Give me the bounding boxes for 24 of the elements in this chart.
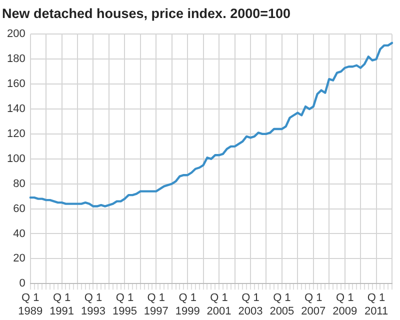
x-tick-label: Q 1 1997 bbox=[144, 292, 168, 318]
y-tick-label: 200 bbox=[6, 28, 26, 40]
chart-title: New detached houses, price index. 2000=100 bbox=[2, 6, 291, 21]
y-tick-label: 20 bbox=[13, 252, 26, 265]
y-tick-label: 40 bbox=[13, 228, 26, 240]
x-tick-label: Q 1 2005 bbox=[270, 292, 294, 318]
y-tick-label: 60 bbox=[13, 202, 26, 215]
y-tick-label: 80 bbox=[13, 178, 26, 190]
x-tick-label: Q 1 2011 bbox=[364, 292, 388, 318]
x-tick-label: Q 1 1989 bbox=[18, 292, 43, 318]
x-tick-label: Q 1 1995 bbox=[112, 292, 137, 318]
y-tick-label: 180 bbox=[6, 53, 26, 66]
x-tick-label: Q 1 2001 bbox=[206, 292, 232, 318]
x-tick-label: Q 1 1993 bbox=[81, 292, 106, 318]
x-tick-label: Q 1 2003 bbox=[238, 292, 263, 318]
x-tick-label: Q 1 1991 bbox=[50, 292, 74, 318]
y-tick-label: 140 bbox=[6, 103, 26, 116]
x-tick-label: Q 1 2009 bbox=[332, 292, 358, 318]
x-tick-label: Q 1 1999 bbox=[175, 292, 200, 318]
x-tick-label: Q 1 2007 bbox=[301, 292, 326, 318]
y-tick-label: 100 bbox=[6, 152, 26, 165]
y-tick-label: 0 bbox=[19, 278, 26, 290]
y-tick-label: 120 bbox=[6, 128, 26, 140]
y-tick-label: 160 bbox=[6, 78, 26, 90]
